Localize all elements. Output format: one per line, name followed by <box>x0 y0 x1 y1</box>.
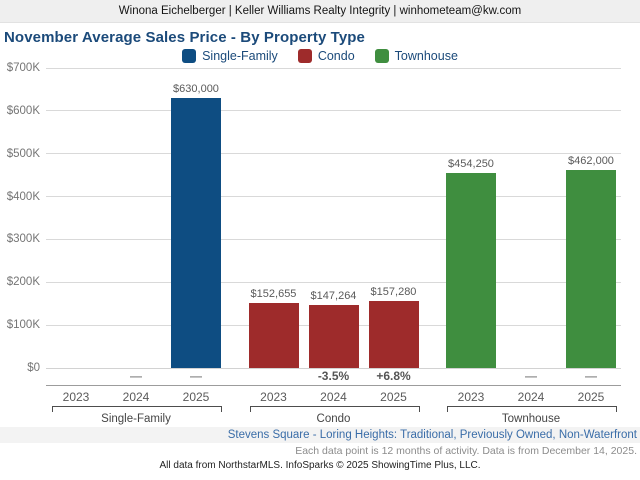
group-label-townhouse: Townhouse <box>501 413 561 425</box>
legend-swatch-icon <box>374 49 389 63</box>
y-axis-tick-label: $500K <box>6 147 40 160</box>
gridline-200K <box>46 281 621 283</box>
bar-condo-2024[interactable] <box>308 304 359 368</box>
y-axis-tick-label: $300K <box>6 233 40 246</box>
bar-townhouse-2023[interactable] <box>446 173 496 368</box>
search-criteria-link[interactable]: Stevens Square - Loring Heights: Traditi… <box>227 429 637 441</box>
bar-single-family-2025[interactable] <box>171 98 221 368</box>
y-axis-tick-label: $400K <box>6 190 40 203</box>
bar-condo-2025[interactable] <box>368 300 419 368</box>
gridline-700K <box>46 67 621 69</box>
y-axis-tick-label: $0 <box>27 362 40 374</box>
no-change-dash: — <box>525 369 537 383</box>
y-axis-tick-label: $200K <box>6 276 40 289</box>
bar-townhouse-2025[interactable] <box>566 170 616 368</box>
search-criteria-bar: Stevens Square - Loring Heights: Traditi… <box>0 427 640 443</box>
data-note-text: Each data point is 12 months of activity… <box>295 445 637 457</box>
legend-item-condo[interactable]: Condo <box>297 49 355 63</box>
bar-value-label: $462,000 <box>568 155 614 167</box>
group-label-single-family: Single-Family <box>101 413 171 425</box>
group-label-condo: Condo <box>316 413 351 425</box>
pct-change-label: +6.8% <box>376 369 411 383</box>
legend-label: Townhouse <box>394 49 458 63</box>
bar-value-label: $147,264 <box>310 289 357 302</box>
bar-value-label: $454,250 <box>448 158 494 171</box>
agent-contact-banner: Winona Eichelberger | Keller Williams Re… <box>0 0 640 23</box>
chart-legend: Single-Family Condo Townhouse <box>0 48 640 64</box>
bar-value-label: $630,000 <box>173 83 219 95</box>
year-label-2024: 2024 <box>122 390 150 404</box>
agent-contact-text: Winona Eichelberger | Keller Williams Re… <box>118 5 522 17</box>
no-change-dash: — <box>585 369 597 383</box>
gridline-500K <box>46 153 621 155</box>
bar-value-label: $157,280 <box>370 285 417 298</box>
bar-value-label: $152,655 <box>250 287 297 300</box>
gridline-0 <box>46 367 621 369</box>
y-axis-tick-label: $100K <box>6 319 40 332</box>
gridline-400K <box>46 196 621 198</box>
year-label-2023: 2023 <box>62 390 90 404</box>
group-bracket-townhouse <box>447 406 617 412</box>
gridline-300K <box>46 238 621 240</box>
pct-change-label: -3.5% <box>317 369 350 383</box>
bar-condo-2023[interactable] <box>248 302 299 368</box>
group-bracket-condo <box>249 406 420 412</box>
year-label-2025: 2025 <box>577 390 605 404</box>
legend-swatch-icon <box>182 49 197 63</box>
no-change-dash: — <box>130 369 142 383</box>
y-axis-tick-label: $700K <box>6 62 40 74</box>
year-label-2025: 2025 <box>182 390 210 404</box>
attribution-text: All data from NorthstarMLS. InfoSparks ©… <box>159 460 481 471</box>
legend-item-townhouse[interactable]: Townhouse <box>374 49 458 63</box>
year-label-2025: 2025 <box>380 390 407 404</box>
group-bracket-single-family <box>52 406 222 412</box>
legend-label: Condo <box>317 49 355 63</box>
legend-item-single-family[interactable]: Single-Family <box>182 49 278 63</box>
year-label-2023: 2023 <box>260 390 287 404</box>
legend-swatch-icon <box>297 49 312 63</box>
chart-title: November Average Sales Price - By Proper… <box>4 29 365 46</box>
x-axis-line <box>46 385 621 386</box>
legend-label: Single-Family <box>202 49 278 63</box>
year-label-2024: 2024 <box>320 390 347 404</box>
year-label-2024: 2024 <box>517 390 545 404</box>
no-change-dash: — <box>190 369 202 383</box>
year-label-2023: 2023 <box>457 390 485 404</box>
gridline-600K <box>46 110 621 112</box>
y-axis-tick-label: $600K <box>6 104 40 117</box>
